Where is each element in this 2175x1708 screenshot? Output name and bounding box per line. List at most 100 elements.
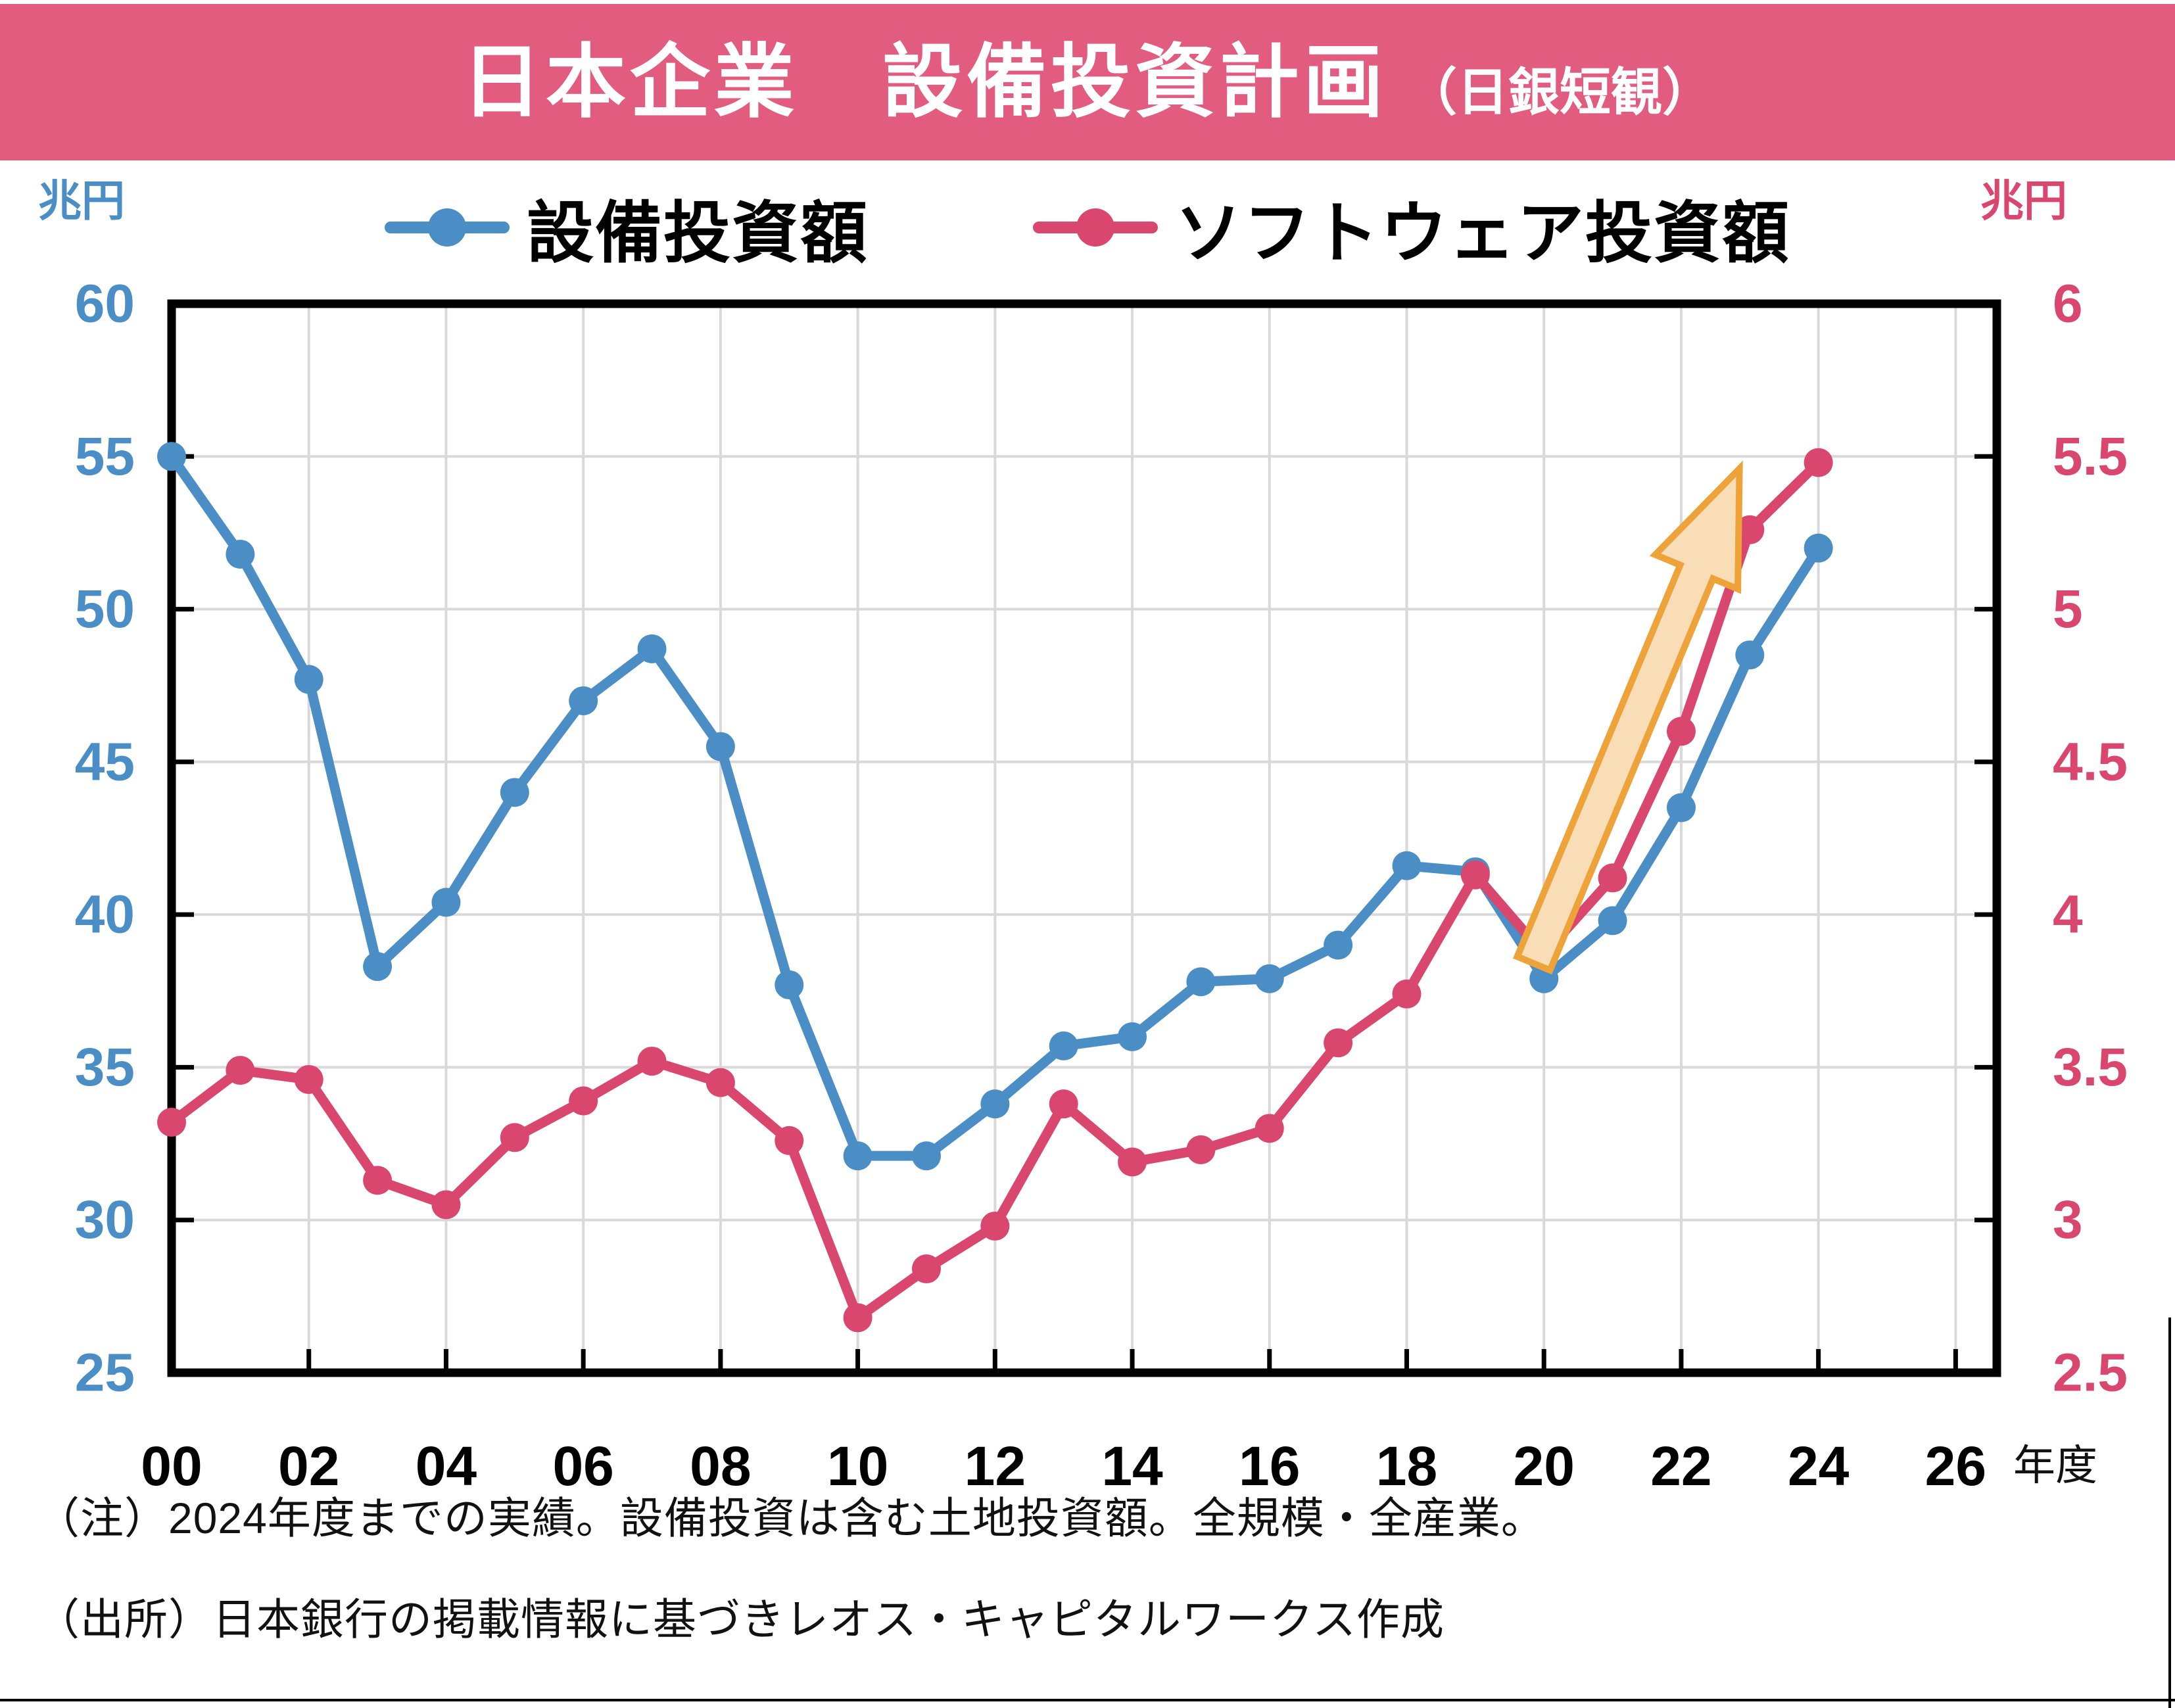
x-axis-unit-label: 年度 [2013,1442,2097,1489]
capex-data-point [1598,906,1627,936]
capex-data-point [911,1141,941,1171]
upward-trend-arrow [1513,460,1743,975]
software-data-point [1186,1135,1216,1164]
software-data-point [1735,515,1765,544]
left-axis-tick-label: 25 [75,1343,135,1403]
software-data-point [1804,448,1833,477]
capex-data-point [1049,1031,1078,1060]
capex-data-point [1255,964,1284,993]
capex-data-point [1392,851,1422,880]
x-axis-tick-label: 24 [1788,1435,1850,1497]
x-axis-tick-label: 22 [1650,1435,1711,1497]
software-data-point [1460,860,1490,890]
capex-data-point [1735,640,1765,670]
software-data-point [294,1065,323,1095]
capex-data-point [1804,533,1833,563]
bottom-frame-line [0,1699,2175,1701]
x-axis-tick-label: 06 [552,1435,613,1497]
software-data-point [911,1254,941,1284]
right-axis-unit-label: 兆円 [1980,176,2067,225]
x-axis-tick-label: 20 [1513,1435,1574,1497]
software-data-point [569,1086,598,1116]
software-data-point [980,1212,1010,1241]
software-data-point [637,1047,667,1076]
right-axis-tick-label: 4.5 [2053,732,2128,792]
software-data-point [843,1303,872,1333]
capex-data-point [500,778,529,807]
capex-data-point [637,634,667,663]
software-data-point [1598,863,1627,893]
left-axis-tick-label: 50 [75,579,135,639]
capex-data-point [980,1089,1010,1119]
software-data-point [775,1126,804,1155]
software-data-point [1255,1114,1284,1143]
capex-data-point [1118,1022,1147,1051]
right-axis-tick-label: 6 [2053,274,2083,334]
software-data-point [363,1166,393,1195]
right-axis-tick-label: 2.5 [2053,1343,2128,1403]
capex-data-point [775,970,804,999]
x-axis-tick-label: 04 [416,1435,477,1497]
software-data-point [1392,979,1422,1008]
right-axis-tick-label: 3 [2053,1190,2083,1250]
right-axis-tick-label: 4 [2053,885,2083,945]
footnote-source: （出所）日本銀行の掲載情報に基づきレオス・キャピタルワークス作成 [36,1595,1445,1644]
capex-data-point [294,665,323,694]
software-data-point [1324,1028,1353,1058]
left-axis-tick-label: 40 [75,885,135,945]
page-title: 日本企業 設備投資計画 [461,37,1387,127]
capex-data-point [226,539,255,569]
right-axis-tick-label: 5 [2053,579,2083,639]
right-axis-tick-label: 3.5 [2053,1037,2128,1097]
x-axis-tick-label: 26 [1925,1435,1986,1497]
capex-data-point [1666,793,1696,822]
software-data-point [1049,1089,1078,1119]
x-axis-tick-label: 00 [141,1435,202,1497]
legend-label-software: ソフトウェア投資額 [1175,195,1790,271]
software-dot-icon [1076,208,1114,247]
x-axis-tick-label: 16 [1239,1435,1300,1497]
software-data-point [705,1068,735,1097]
x-axis-tick-label: 18 [1376,1435,1437,1497]
capex-data-point [363,952,393,982]
footnotes: （注）2024年度までの実績。設備投資は含む土地投資額。全規模・全産業。 （出所… [36,1483,1545,1686]
x-axis-tick-label: 12 [965,1435,1026,1497]
capex-dot-icon [428,208,466,247]
capex-data-point [1324,930,1353,960]
footnote-note: （注）2024年度までの実績。設備投資は含む土地投資額。全規模・全産業。 [36,1494,1545,1542]
left-axis-tick-label: 55 [75,427,135,486]
x-axis-tick-label: 02 [278,1435,339,1497]
capex-data-point [431,888,461,917]
legend: 設備投資額 ソフトウェア投資額 [0,181,2175,273]
title-bar: 日本企業 設備投資計画 （日銀短観） [0,4,2175,160]
software-data-point [1118,1147,1147,1177]
capex-data-point [157,442,186,471]
capex-data-point [569,686,598,715]
capex-data-point [1186,967,1216,997]
left-axis-tick-label: 35 [75,1037,135,1097]
capex-data-point [705,732,735,761]
left-axis-tick-label: 60 [75,274,135,334]
left-axis-tick-label: 30 [75,1190,135,1250]
legend-item-software: ソフトウェア投資額 [1033,179,1790,276]
software-data-point [500,1123,529,1152]
right-axis-tick-label: 5.5 [2053,427,2128,486]
x-axis-tick-label: 08 [690,1435,751,1497]
x-axis-tick-label: 14 [1101,1435,1163,1497]
legend-item-capex: 設備投資額 [385,179,869,276]
software-data-point [157,1108,186,1137]
software-data-point [226,1056,255,1085]
left-axis-tick-label: 45 [75,732,135,792]
x-axis-tick-label: 10 [827,1435,888,1497]
capex-line-marker-icon [385,208,510,247]
right-frame-line [2168,1317,2171,1708]
software-data-point [1666,717,1696,746]
legend-label-capex: 設備投資額 [527,195,869,271]
plot-border [167,299,2001,1377]
software-line-marker-icon [1033,208,1158,247]
software-data-point [431,1190,461,1220]
page-title-subtitle: （日銀短観） [1405,63,1713,121]
capex-data-point [843,1141,872,1171]
left-axis-unit-label: 兆円 [38,176,125,225]
